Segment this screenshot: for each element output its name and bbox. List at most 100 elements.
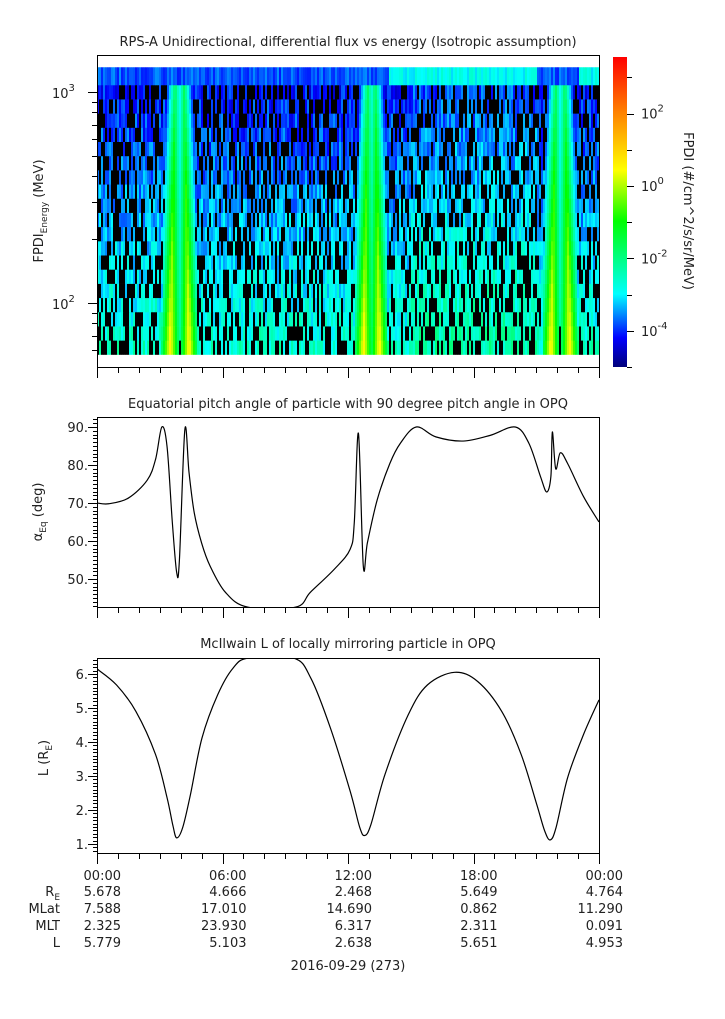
heatmap-cell [435,113,438,128]
heatmap-cell [285,297,288,313]
heatmap-cell [441,141,444,157]
heatmap-cell [511,212,514,228]
heatmap-cell [271,113,274,128]
heatmap-cell [439,241,442,256]
heatmap-cell [359,84,362,100]
heatmap-cell [153,269,156,284]
heatmap-cell [405,212,408,228]
heatmap-cell [415,184,418,199]
heatmap-cell [515,113,518,128]
heatmap-cell [429,99,432,114]
heatmap-cell [205,326,208,341]
heatmap-cell [557,141,560,157]
heatmap-cell [355,269,358,284]
heatmap-cell [559,255,562,270]
heatmap-cell [201,212,204,228]
heatmap-cell [105,155,108,171]
heatmap-cell [543,141,546,157]
heatmap-cell [521,297,524,313]
heatmap-cell [297,226,300,242]
heatmap-cell [573,311,576,327]
heatmap-cell [213,283,216,299]
heatmap-cell [547,99,550,114]
heatmap-cell [107,184,110,199]
heatmap-cell [297,311,300,327]
heatmap-cell [149,127,152,142]
heatmap-cell [361,269,364,284]
heatmap-cell [519,141,522,157]
heatmap-cell [255,311,258,327]
heatmap-cell [523,127,526,142]
heatmap-cell [501,141,504,157]
heatmap-cell [425,226,428,242]
heatmap-cell [503,198,506,213]
heatmap-cell [477,113,480,128]
heatmap-cell [197,113,200,128]
heatmap-cell [225,99,228,114]
heatmap-cell [323,170,326,185]
heatmap-cell [109,113,112,128]
heatmap-cell [261,184,264,199]
heatmap-cell [537,326,540,341]
heatmap-cell [567,212,570,228]
heatmap-cell [207,283,210,299]
heatmap-cell [507,255,510,270]
heatmap-cell [319,127,322,142]
heatmap-cell [253,255,256,270]
heatmap-cell [165,269,168,284]
heatmap-cell [403,184,406,199]
heatmap-cell [267,84,270,100]
heatmap-cell [141,241,144,256]
heatmap-cell [395,198,398,213]
heatmap-cell [173,198,176,213]
heatmap-cell [581,311,584,327]
heatmap-cell [453,170,456,185]
heatmap-cell [405,155,408,171]
heatmap-cell [457,255,460,270]
heatmap-cell [461,198,464,213]
heatmap-cell [225,255,228,270]
heatmap-cell [139,255,142,270]
heatmap-cell [443,326,446,341]
heatmap-cell [441,212,444,228]
heatmap-cell [495,311,498,327]
heatmap-cell [319,184,322,199]
heatmap-cell [117,297,120,313]
heatmap-cell [125,326,128,341]
heatmap-cell [411,99,414,114]
heatmap-cell [319,241,322,256]
heatmap-cell [549,99,552,114]
heatmap-cell [235,141,238,157]
heatmap-cell [355,113,358,128]
heatmap-cell [499,170,502,185]
heatmap-cell [305,99,308,114]
heatmap-cell [127,340,130,355]
heatmap-cell [97,127,100,142]
heatmap-cell [327,141,330,157]
heatmap-cell [401,67,404,86]
heatmap-cell [403,155,406,171]
heatmap-cell [551,255,554,270]
heatmap-cell [389,340,392,355]
heatmap-cell [265,198,268,213]
heatmap-cell [433,184,436,199]
heatmap-cell [363,141,366,157]
heatmap-cell [273,141,276,157]
heatmap-cell [219,255,222,270]
heatmap-cell [449,198,452,213]
heatmap-cell [361,99,364,114]
heatmap-cell [443,99,446,114]
heatmap-cell [267,127,270,142]
heatmap-cell [375,241,378,256]
heatmap-cell [285,212,288,228]
heatmap-cell [365,113,368,128]
heatmap-cell [445,340,448,355]
heatmap-cell [249,326,252,341]
heatmap-cell [155,241,158,256]
heatmap-cell [511,155,514,171]
heatmap-cell [529,241,532,256]
heatmap-cell [471,170,474,185]
heatmap-cell [579,326,582,341]
heatmap-cell [175,283,178,299]
heatmap-cell [495,170,498,185]
